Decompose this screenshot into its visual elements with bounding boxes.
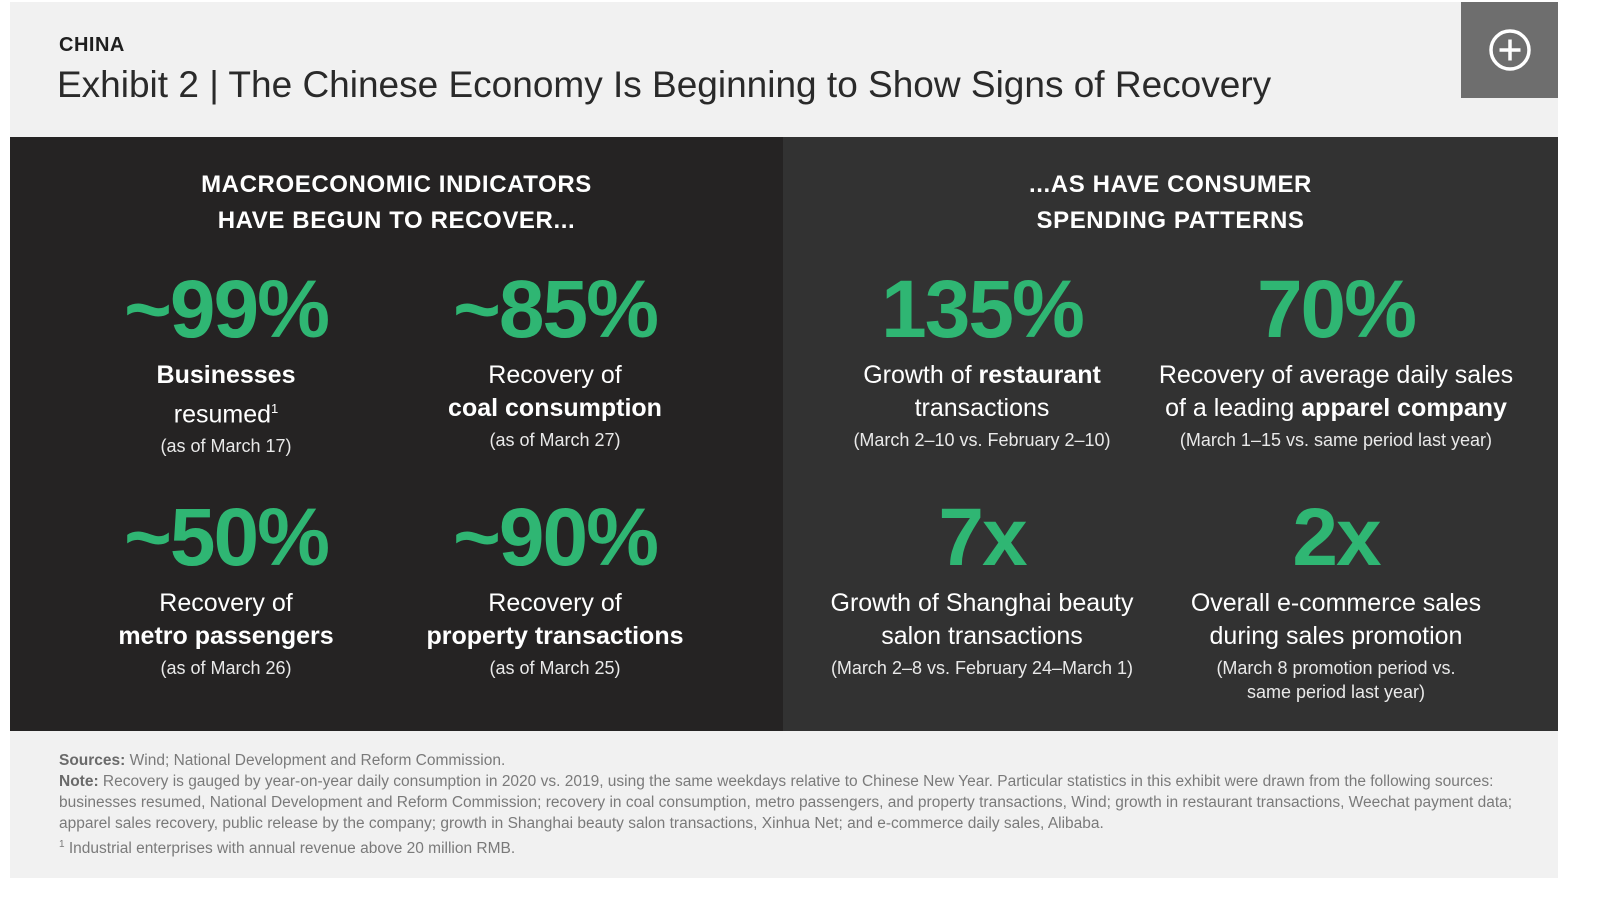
stat-date: (March 1–15 vs. same period last year) [1179,430,1493,450]
stat-value: ~85% [452,264,659,355]
stat-value: 7x [938,492,1027,583]
stat-label-line: transactions [914,394,1050,422]
stat-label-line: coal consumption [375,392,735,425]
stat-restaurant-transactions: 135% Growth of restaurant transactions (… [802,267,1162,452]
stat-date: (as of March 25) [489,658,621,678]
stat-beauty-salon: 7x Growth of Shanghai beauty salon trans… [802,495,1162,680]
sources-line: Sources: Wind; National Development and … [59,750,1519,771]
panel-title-line: MACROECONOMIC INDICATORS [201,171,592,198]
stat-label-bold: apparel company [1301,394,1507,422]
consumer-spending-panel: ...AS HAVE CONSUMER SPENDING PATTERNS 13… [783,137,1558,731]
stat-label-line: Overall e-commerce sales [1190,589,1482,617]
stat-label-text: Growth of [863,361,979,389]
stat-label-bold: metro passengers [118,622,334,650]
stat-label-bold: property transactions [426,622,684,650]
sources-text: Wind; National Development and Reform Co… [125,752,506,769]
stat-label-line: Recovery of [488,589,622,617]
stat-label-line: Recovery of average daily sales [1158,361,1514,389]
stat-date: (as of March 26) [160,658,292,678]
stat-date: (March 8 promotion period vs. [1216,658,1456,678]
footnote-text: Industrial enterprises with annual reven… [64,840,516,858]
stat-label-line: salon transactions [881,622,1083,650]
stat-value: ~50% [123,492,330,583]
stat-label-line: metro passengers [46,620,406,653]
panel-title: MACROECONOMIC INDICATORS HAVE BEGUN TO R… [10,167,783,239]
note-text: Recovery is gauged by year-on-year daily… [59,773,1513,832]
panel-title-line: ...AS HAVE CONSUMER [1029,171,1312,198]
stat-value: 70% [1256,264,1417,355]
stat-label-line: Growth of Shanghai beauty [830,589,1134,617]
footnote-marker: 1 [271,401,279,416]
stat-label-line: Growth of restaurant [802,359,1162,392]
stat-label-line: Recovery of [488,361,622,389]
exhibit-title: Exhibit 2 | The Chinese Economy Is Begin… [57,64,1272,105]
panel-title-line: SPENDING PATTERNS [1036,207,1305,234]
sources-label: Sources: [59,752,126,769]
stat-label-line: Businesses [46,359,406,392]
stat-label-text: of a leading [1165,394,1302,422]
footnote-marker: 1 [59,839,65,850]
footnote-line: 1 Industrial enterprises with annual rev… [59,834,1519,859]
panel-title-line: HAVE BEGUN TO RECOVER... [217,207,576,234]
exhibit-footer: Sources: Wind; National Development and … [59,750,1519,859]
region-label: CHINA [59,34,125,56]
stat-date: (March 2–10 vs. February 2–10) [853,430,1111,450]
stat-businesses-resumed: ~99% Businesses resumed1 (as of March 17… [46,267,406,458]
stat-metro-passengers: ~50% Recovery of metro passengers (as of… [46,495,406,680]
exhibit-card: CHINA Exhibit 2 | The Chinese Economy Is… [10,2,1558,878]
stat-label-bold: Businesses [156,361,296,389]
stat-date: same period last year) [1246,682,1426,702]
note-label: Note: [59,773,99,790]
stat-date: (as of March 27) [489,430,621,450]
stat-label-bold: coal consumption [448,394,662,422]
stat-label-line: of a leading apparel company [1156,392,1516,425]
stat-property-transactions: ~90% Recovery of property transactions (… [375,495,735,680]
macro-indicators-panel: MACROECONOMIC INDICATORS HAVE BEGUN TO R… [10,137,783,731]
stat-date: (March 2–8 vs. February 24–March 1) [830,658,1134,678]
stat-label-line: during sales promotion [1209,622,1463,650]
expand-button[interactable] [1461,2,1558,98]
exhibit-header: CHINA Exhibit 2 | The Chinese Economy Is… [10,2,1558,138]
note-line: Note: Recovery is gauged by year-on-year… [59,771,1519,834]
stat-label-line: property transactions [375,620,735,653]
stat-label-text: resumed [173,400,272,429]
stat-value: 2x [1292,492,1381,583]
panel-title: ...AS HAVE CONSUMER SPENDING PATTERNS [783,167,1558,239]
stat-label-line: resumed1 [46,392,406,431]
stat-label-bold: restaurant [978,361,1101,389]
stat-label-line: Recovery of [159,589,293,617]
stat-value: ~90% [452,492,659,583]
stat-value: ~99% [123,264,330,355]
plus-circle-icon [1488,29,1531,71]
stat-date: (as of March 17) [160,436,292,457]
stat-coal-consumption: ~85% Recovery of coal consumption (as of… [375,267,735,452]
stat-apparel-sales: 70% Recovery of average daily sales of a… [1156,267,1516,452]
stat-value: 135% [881,264,1085,355]
stat-ecommerce-sales: 2x Overall e-commerce sales during sales… [1156,495,1516,704]
